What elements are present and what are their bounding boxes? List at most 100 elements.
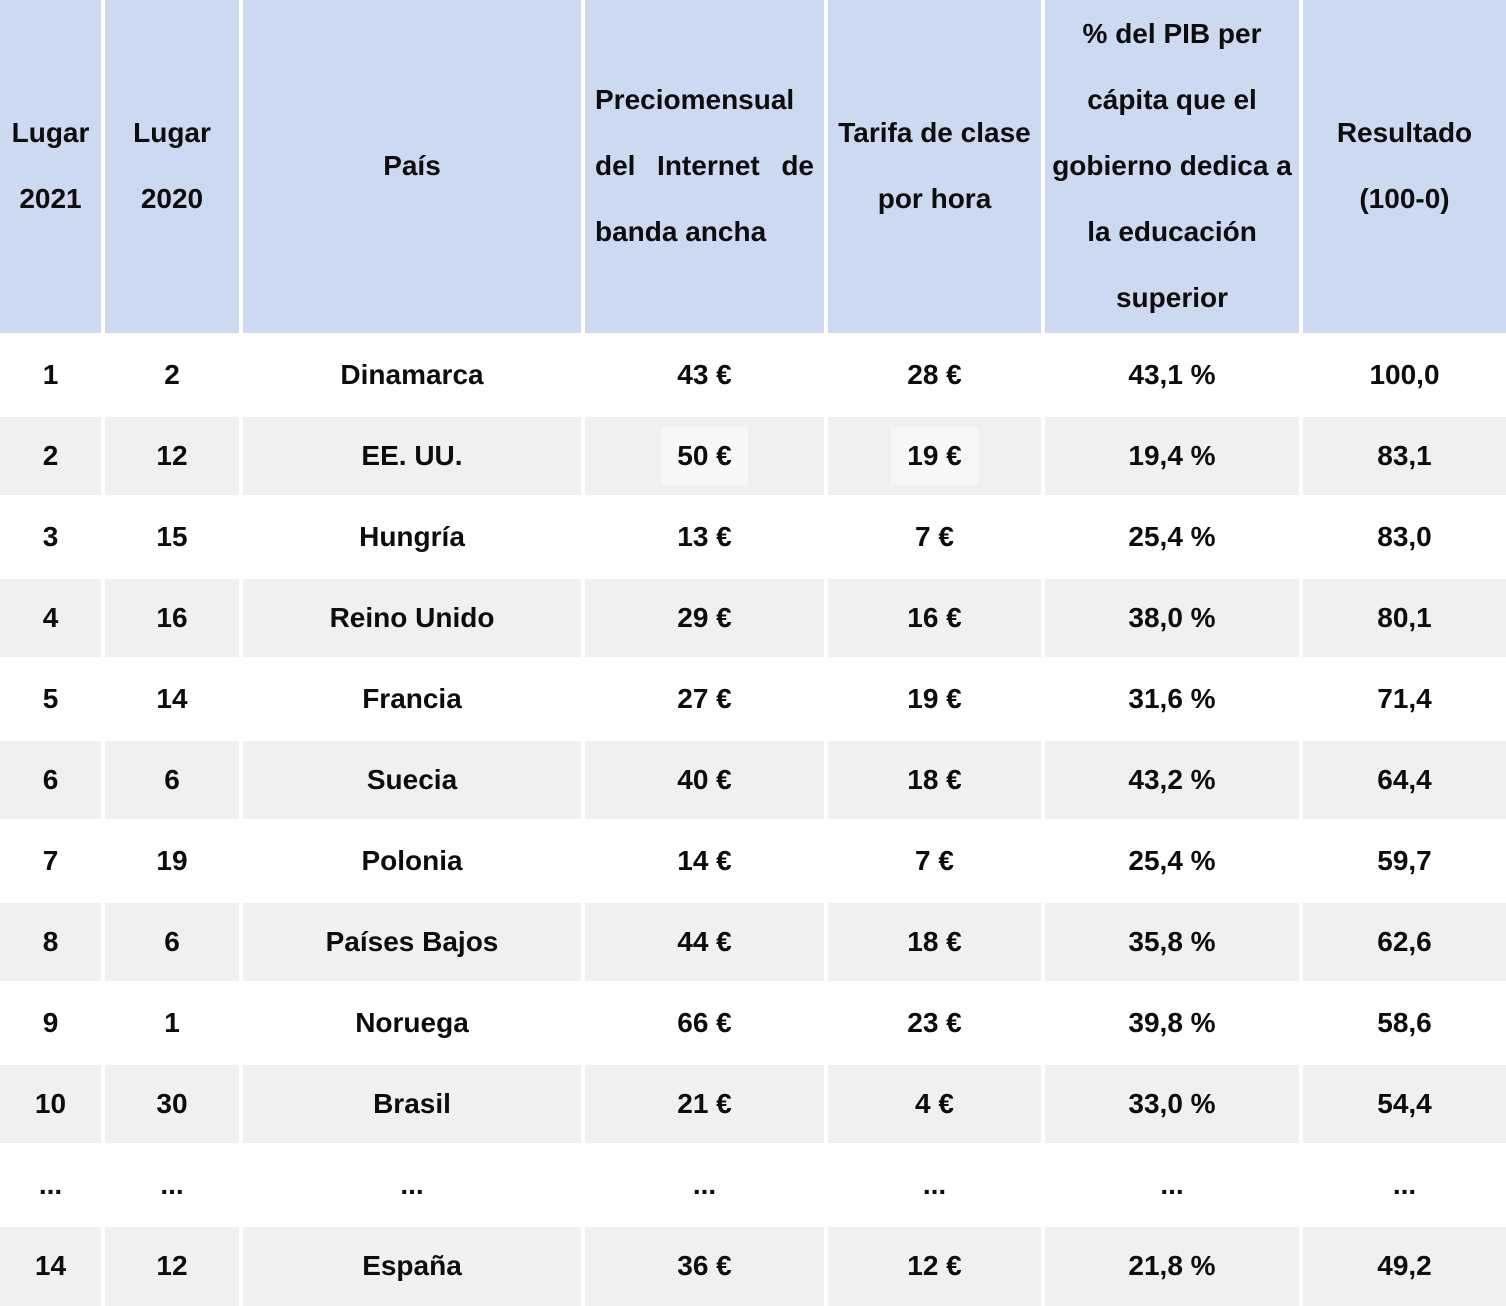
column-header-tarifa-clase: Tarifa de clase por hora [826, 0, 1045, 336]
cell-pais: Dinamarca [241, 334, 585, 417]
cell-precio-internet: 40 € [583, 739, 828, 822]
cell-resultado: 54,4 [1301, 1063, 1506, 1146]
cell-lugar-2020: 12 [103, 1225, 243, 1306]
cell-lugar-2021: 2 [0, 415, 105, 498]
cell-pais: ... [241, 1144, 585, 1227]
cell-tarifa-clase: 18 € [826, 901, 1045, 984]
table-row: 7 19 Polonia 14 €7 €25,4 % 59,7 [0, 820, 1506, 903]
highlighted-value: 19 € [891, 426, 978, 485]
cell-pib-educacion: 39,8 % [1043, 982, 1303, 1065]
cell-lugar-2020: 1 [103, 982, 243, 1065]
cell-precio-internet: 29 € [583, 577, 828, 660]
column-header-lugar-2020: Lugar 2020 [103, 0, 243, 336]
cell-resultado: 64,4 [1301, 739, 1506, 822]
cell-pais: Hungría [241, 496, 585, 579]
cell-lugar-2021: 5 [0, 658, 105, 741]
table-row: 8 6 Países Bajos 44 €18 €35,8 % 62,6 [0, 901, 1506, 984]
cell-resultado: ... [1301, 1144, 1506, 1227]
cell-lugar-2021: ... [0, 1144, 105, 1227]
column-header-precio-internet: Preciomensual del Internet de banda anch… [583, 0, 828, 336]
cell-resultado: 58,6 [1301, 982, 1506, 1065]
cell-resultado: 62,6 [1301, 901, 1506, 984]
cell-lugar-2020: 2 [103, 334, 243, 417]
cell-lugar-2020: 6 [103, 901, 243, 984]
cell-lugar-2020: ... [103, 1144, 243, 1227]
table-row: 14 12 España 36 €12 €21,8 % 49,2 [0, 1225, 1506, 1306]
cell-pib-educacion: 31,6 % [1043, 658, 1303, 741]
table-row: 1 2 Dinamarca 43 €28 €43,1 % 100,0 [0, 334, 1506, 417]
cell-resultado: 49,2 [1301, 1225, 1506, 1306]
cell-pais: EE. UU. [241, 415, 585, 498]
cell-precio-internet: 43 € [583, 334, 828, 417]
column-header-resultado: Resultado (100-0) [1301, 0, 1506, 336]
cell-precio-internet: 44 € [583, 901, 828, 984]
table-row: ..................... [0, 1144, 1506, 1227]
cell-tarifa-clase: 28 € [826, 334, 1045, 417]
column-header-lugar-2021: Lugar 2021 [0, 0, 105, 336]
cell-tarifa-clase: 19 € [826, 658, 1045, 741]
cell-resultado: 80,1 [1301, 577, 1506, 660]
cell-lugar-2020: 6 [103, 739, 243, 822]
cell-pais: Países Bajos [241, 901, 585, 984]
column-header-pais: País [241, 0, 585, 336]
cell-pib-educacion: 43,2 % [1043, 739, 1303, 822]
table-header: Lugar 2021 Lugar 2020 País Preciomensual de… [0, 0, 1506, 336]
cell-lugar-2021: 4 [0, 577, 105, 660]
cell-resultado: 83,0 [1301, 496, 1506, 579]
cell-pib-educacion: 35,8 % [1043, 901, 1303, 984]
cell-tarifa-clase: 4 € [826, 1063, 1045, 1146]
table-row: 6 6 Suecia 40 €18 €43,2 % 64,4 [0, 739, 1506, 822]
cell-lugar-2021: 10 [0, 1063, 105, 1146]
cell-tarifa-clase: 7 € [826, 496, 1045, 579]
cell-pais: Francia [241, 658, 585, 741]
cell-tarifa-clase: 12 € [826, 1225, 1045, 1306]
table-row: 10 30 Brasil 21 €4 €33,0 % 54,4 [0, 1063, 1506, 1146]
cell-pib-educacion: 38,0 % [1043, 577, 1303, 660]
table-row: 4 16 Reino Unido 29 €16 €38,0 % 80,1 [0, 577, 1506, 660]
table-row: 5 14 Francia 27 €19 €31,6 % 71,4 [0, 658, 1506, 741]
cell-precio-internet: 50 € [583, 415, 828, 498]
cell-lugar-2021: 14 [0, 1225, 105, 1306]
cell-lugar-2021: 9 [0, 982, 105, 1065]
cell-pais: Brasil [241, 1063, 585, 1146]
header-row: Lugar 2021 Lugar 2020 País Preciomensual de… [0, 0, 1506, 336]
column-header-pib-educacion: % del PIB per cápita que el gobierno ded… [1043, 0, 1303, 336]
cell-pib-educacion: ... [1043, 1144, 1303, 1227]
cell-lugar-2021: 3 [0, 496, 105, 579]
cell-lugar-2020: 19 [103, 820, 243, 903]
cell-pib-educacion: 33,0 % [1043, 1063, 1303, 1146]
cell-resultado: 83,1 [1301, 415, 1506, 498]
cell-tarifa-clase: 23 € [826, 982, 1045, 1065]
cell-precio-internet: 13 € [583, 496, 828, 579]
table-row: 9 1 Noruega 66 €23 €39,8 % 58,6 [0, 982, 1506, 1065]
cell-lugar-2020: 14 [103, 658, 243, 741]
cell-pais: Suecia [241, 739, 585, 822]
cell-lugar-2020: 30 [103, 1063, 243, 1146]
cell-pais: Noruega [241, 982, 585, 1065]
cell-precio-internet: 14 € [583, 820, 828, 903]
cell-precio-internet: 27 € [583, 658, 828, 741]
cell-tarifa-clase: 18 € [826, 739, 1045, 822]
cell-precio-internet: 36 € [583, 1225, 828, 1306]
cell-lugar-2021: 8 [0, 901, 105, 984]
cell-tarifa-clase: 19 € [826, 415, 1045, 498]
cell-pib-educacion: 19,4 % [1043, 415, 1303, 498]
cell-tarifa-clase: 7 € [826, 820, 1045, 903]
cell-pib-educacion: 43,1 % [1043, 334, 1303, 417]
table-body: 1 2 Dinamarca 43 €28 €43,1 % 100,0 2 12 EE. UU.… [0, 334, 1506, 1306]
cell-lugar-2020: 16 [103, 577, 243, 660]
cell-tarifa-clase: 16 € [826, 577, 1045, 660]
cell-pib-educacion: 21,8 % [1043, 1225, 1303, 1306]
cell-lugar-2021: 7 [0, 820, 105, 903]
cell-tarifa-clase: ... [826, 1144, 1045, 1227]
cell-pais: Reino Unido [241, 577, 585, 660]
cell-lugar-2020: 15 [103, 496, 243, 579]
cell-precio-internet: ... [583, 1144, 828, 1227]
cell-pais: España [241, 1225, 585, 1306]
cell-lugar-2020: 12 [103, 415, 243, 498]
cell-pib-educacion: 25,4 % [1043, 496, 1303, 579]
cell-precio-internet: 21 € [583, 1063, 828, 1146]
cell-lugar-2021: 1 [0, 334, 105, 417]
cell-precio-internet: 66 € [583, 982, 828, 1065]
